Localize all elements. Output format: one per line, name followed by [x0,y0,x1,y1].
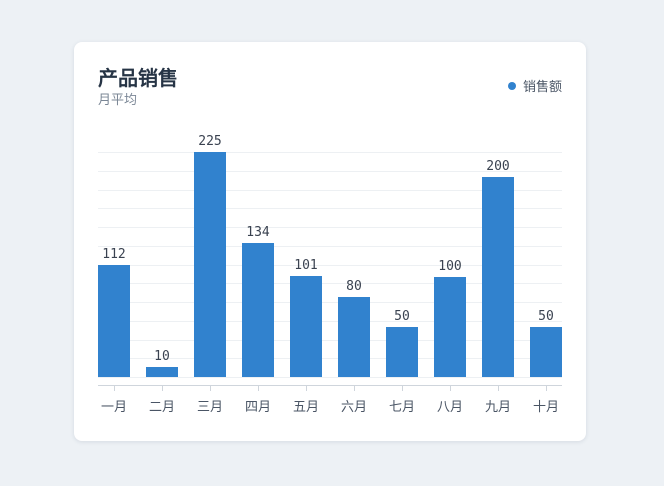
data-label: 112 [102,247,125,262]
bar-8[interactable] [434,277,466,377]
data-label: 50 [394,309,410,324]
chart-title: 产品销售 [98,66,178,90]
x-tick-label: 七月 [389,400,415,415]
data-labels: 112 10 225 134 101 80 50 100 200 50 [102,134,554,364]
bar-5[interactable] [290,276,322,377]
data-label: 50 [538,309,554,324]
bar-7[interactable] [386,327,418,377]
data-label: 225 [198,134,221,149]
data-label: 101 [294,258,317,273]
bar-10[interactable] [530,327,562,377]
bar-1[interactable] [98,265,130,377]
bars [98,152,562,377]
x-tick-label: 二月 [149,400,175,415]
legend[interactable]: 销售额 [507,76,562,95]
data-label: 134 [246,225,270,240]
bar-2[interactable] [146,367,178,377]
chart-card: 产品销售 月平均 销售额 112 10 225 134 101 80 50 100 200 50 … [74,42,586,441]
x-tick-label: 六月 [341,400,367,415]
data-label: 100 [438,259,461,274]
x-tick-label: 四月 [245,400,271,415]
x-tick-label: 八月 [437,400,463,415]
x-tick-label: 九月 [485,400,511,415]
data-label: 80 [346,279,362,294]
bar-4[interactable] [242,243,274,377]
data-label: 200 [486,159,509,174]
bar-9[interactable] [482,177,514,377]
legend-dot-icon [507,81,516,90]
legend-label: 销售额 [522,80,562,95]
bar-chart: 112 10 225 134 101 80 50 100 200 50 一月 二月 三月 四月 五月 六月 七… [98,134,562,415]
chart-subtitle: 月平均 [98,93,138,108]
x-tick-label: 一月 [101,400,127,415]
bar-6[interactable] [338,297,370,377]
x-axis: 一月 二月 三月 四月 五月 六月 七月 八月 九月 十月 [98,385,562,415]
data-label: 10 [154,349,170,364]
x-tick-label: 三月 [197,400,223,415]
x-tick-label: 十月 [533,400,559,415]
bar-3[interactable] [194,152,226,377]
x-tick-label: 五月 [293,400,319,415]
